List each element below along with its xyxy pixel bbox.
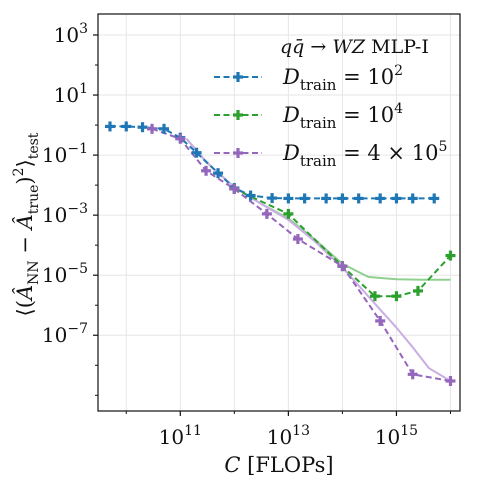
data-point	[245, 190, 256, 201]
grid	[98, 14, 460, 411]
axis-labels: C [FLOPs] ⟨(ÂNN − Âtrue)2⟩test	[11, 132, 334, 477]
data-point	[391, 193, 402, 204]
data-point	[104, 121, 115, 132]
data-point	[229, 183, 240, 194]
legend-entry-1: Dtrain = 102	[214, 63, 403, 94]
data-point	[299, 193, 310, 204]
data-point	[407, 369, 418, 380]
data-point	[337, 261, 348, 272]
y-tick-label: 10−1	[42, 141, 88, 167]
data-point	[445, 250, 456, 261]
y-tick-label: 10−7	[42, 321, 88, 347]
series-line-3	[151, 127, 451, 382]
fit-curves	[185, 138, 452, 382]
x-tick-label: 1015	[375, 423, 418, 449]
x-tick-label: 1011	[159, 423, 202, 449]
data-point	[445, 375, 456, 386]
y-ticks: 103 101 10−1 10−3 10−5 10−7	[42, 21, 98, 396]
data-point	[292, 234, 303, 245]
data-point	[213, 168, 224, 179]
plot-frame	[97, 13, 461, 412]
y-tick-label: 10−5	[42, 261, 88, 287]
data-point	[147, 123, 158, 134]
fit-curve-3	[185, 138, 452, 382]
legend-entry-2: Dtrain = 104	[214, 101, 403, 132]
data-point	[233, 72, 243, 82]
data-point	[201, 165, 212, 176]
data-point	[121, 121, 132, 132]
x-ticks: 1011 1013 1015	[125, 411, 451, 449]
data-point	[137, 122, 148, 133]
data-point	[233, 148, 243, 158]
data-point	[353, 193, 364, 204]
data-point	[283, 208, 294, 219]
legend-label: Dtrain = 102	[282, 63, 403, 94]
data-point	[369, 291, 380, 302]
y-axis-label: ⟨(ÂNN − Âtrue)2⟩test	[11, 132, 42, 316]
data-point	[429, 193, 440, 204]
legend: qq̄ → WZ MLP-I Dtrain = 102 Dtrain = 104 Dt…	[214, 36, 447, 170]
data-point	[407, 193, 418, 204]
data-point	[391, 291, 402, 302]
data-point	[337, 193, 348, 204]
y-tick-label: 101	[54, 81, 88, 107]
legend-entry-3: Dtrain = 4 × 105	[214, 139, 447, 170]
legend-label: Dtrain = 4 × 105	[282, 139, 447, 170]
data-point	[233, 110, 243, 120]
data-point	[175, 133, 186, 144]
legend-label: Dtrain = 104	[282, 101, 403, 132]
data-point	[412, 285, 423, 296]
data-point	[375, 193, 386, 204]
data-point	[321, 193, 332, 204]
data-point	[261, 208, 272, 219]
data-point	[159, 123, 170, 134]
data-point	[267, 193, 278, 204]
x-tick-label: 1013	[267, 423, 310, 449]
data-point	[191, 147, 202, 158]
series-markers	[104, 121, 456, 386]
y-tick-label: 10−3	[42, 201, 88, 227]
data-point	[283, 193, 294, 204]
legend-title: qq̄ → WZ MLP-I	[280, 36, 429, 58]
y-tick-label: 103	[54, 21, 88, 47]
x-axis-label: C [FLOPs]	[224, 453, 333, 477]
data-point	[375, 315, 386, 326]
